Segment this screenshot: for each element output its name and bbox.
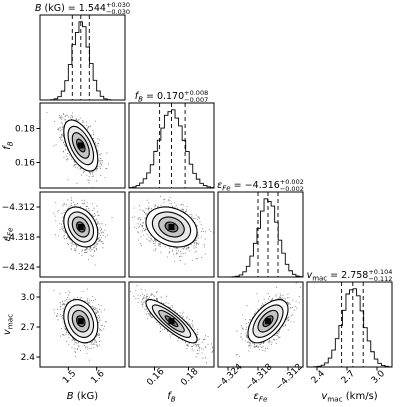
title-fB: fB = 0.170+0.008	[135, 89, 208, 104]
xlabel-B: B (kG)	[67, 391, 98, 402]
panel-vmac-fB	[128, 281, 215, 368]
title-B: B (kG) = 1.544+0.030	[35, 1, 130, 14]
xlabel-eFe: εFe	[254, 391, 269, 404]
panel-eFe-eFe	[217, 191, 304, 278]
panel-eFe-fB	[128, 191, 215, 278]
panel-vmac-eFe	[217, 281, 304, 368]
title-vmac: vmac = 2.758+0.104	[307, 268, 393, 283]
ytick-label-vmac-0: 2.4	[21, 353, 36, 363]
panel-frame	[217, 191, 304, 278]
density-peak	[77, 318, 84, 325]
title-err-minus-eFe: −0.002	[280, 185, 304, 193]
title-err-minus-fB: −0.007	[184, 96, 208, 104]
histogram-B	[40, 21, 125, 101]
histogram-eFe	[218, 198, 304, 278]
density-peak	[77, 142, 84, 149]
xtick-label-fB-1: 0.18	[179, 367, 200, 388]
density-peak	[168, 318, 175, 325]
panel-frame	[39, 14, 126, 101]
panel-fB-fB	[128, 102, 215, 189]
title-eFe: εFe = −4.316+0.002	[217, 178, 304, 193]
xtick-label-B-1: 1.6	[89, 369, 106, 386]
panel-fB-B	[39, 102, 126, 189]
xtick-label-B-0: 1.5	[61, 369, 78, 386]
title-err-minus-B: −0.030	[106, 8, 130, 16]
xtick-label-vmac-1: 2.7	[340, 369, 357, 386]
panel-vmac-B	[39, 281, 126, 368]
xtick-label-vmac-0: 2.4	[310, 369, 327, 386]
histogram-vmac	[306, 288, 393, 368]
density-peak	[77, 224, 84, 230]
panel-B-B	[39, 14, 126, 101]
density-peak	[265, 318, 271, 325]
panel-vmac-vmac	[306, 281, 393, 368]
ytick-label-vmac-1: 2.7	[21, 323, 35, 333]
ytick-label-fB-1: 0.18	[15, 125, 35, 135]
ylabel-fB: fB	[2, 141, 15, 150]
ytick-label-eFe-1: −4.318	[2, 233, 36, 243]
panel-frame	[306, 281, 393, 368]
xlabel-fB: fB	[167, 391, 176, 404]
ytick-label-eFe-0: −4.324	[2, 263, 36, 273]
ytick-label-eFe-2: −4.312	[2, 203, 35, 213]
xtick-label-fB-0: 0.16	[145, 367, 166, 388]
ytick-label-vmac-2: 3.0	[21, 293, 36, 303]
ylabel-vmac: vmac	[2, 314, 15, 335]
xlabel-vmac: vmac (km/s)	[321, 391, 377, 404]
density-peak	[168, 224, 175, 230]
title-err-minus-vmac: −0.112	[368, 275, 392, 283]
ytick-label-fB-0: 0.16	[15, 159, 35, 169]
panel-eFe-B	[39, 191, 126, 278]
ylabel-eFe: εFe	[2, 227, 15, 242]
xtick-label-vmac-2: 3.0	[370, 369, 387, 386]
